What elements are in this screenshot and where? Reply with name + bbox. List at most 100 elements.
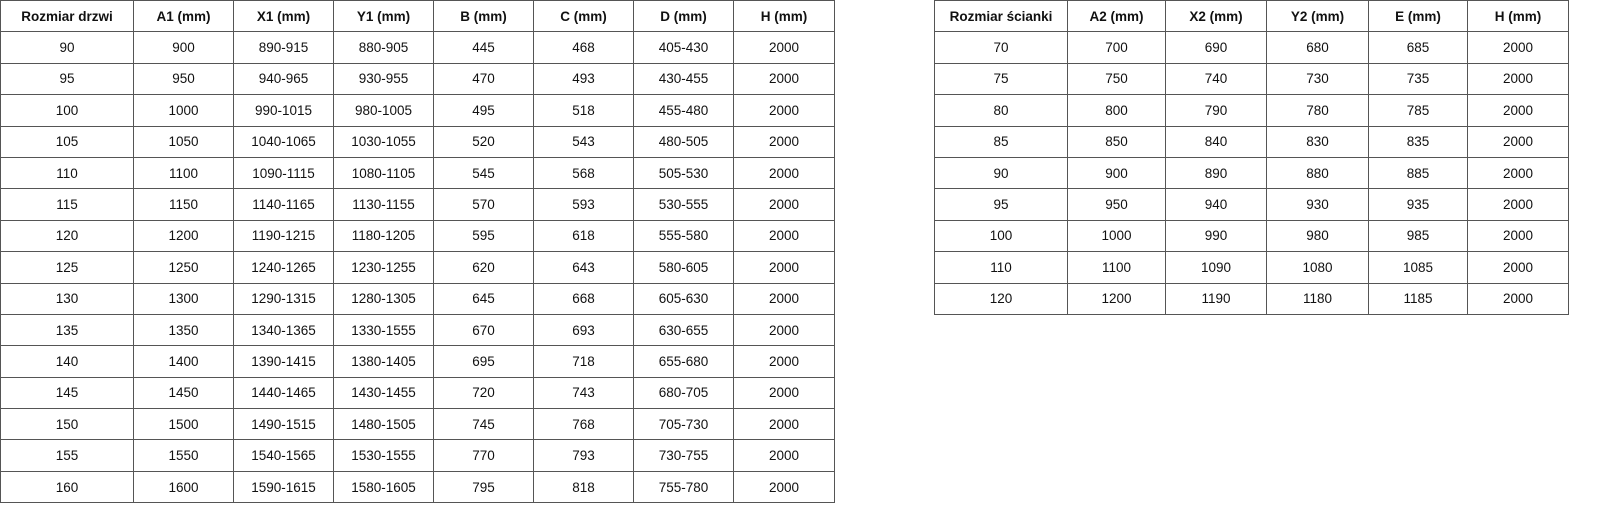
table-cell: 1580-1605 (333, 470, 434, 504)
table-row: 75 750 740 730 735 2000 (934, 62, 1569, 96)
table-cell: 900 (133, 31, 234, 64)
table-cell: 750 (1067, 62, 1166, 96)
table-cell: 695 (433, 345, 534, 378)
table-row: 100 1000 990 980 985 2000 (934, 219, 1569, 253)
header-row: Rozmiar drzwi A1 (mm) X1 (mm) Y1 (mm) B (mm)… (0, 0, 835, 33)
table-row: 130 1300 1290-1315 1280-1305 645 668 605-630 20… (0, 282, 835, 315)
header-row: Rozmiar ścianki A2 (mm) X2 (mm) Y2 (mm) E (m… (934, 0, 1569, 33)
table-cell: 110 (0, 156, 134, 190)
column-header: B (mm) (433, 0, 534, 33)
table-cell: 1190 (1165, 282, 1267, 315)
table-row: 145 1450 1440-1465 1430-1455 720 743 680-705 20… (0, 376, 835, 410)
table-cell: 1590-1615 (233, 470, 334, 504)
table-cell: 1540-1565 (233, 439, 334, 472)
table-cell: 620 (433, 251, 534, 284)
table-cell: 885 (1368, 156, 1468, 190)
column-header: A2 (mm) (1067, 0, 1166, 33)
table-cell: 110 (934, 251, 1068, 284)
column-header: H (mm) (733, 0, 835, 33)
table-cell: 150 (0, 408, 134, 441)
column-header: Rozmiar ścianki (934, 0, 1068, 33)
table-cell: 768 (533, 408, 634, 441)
table-cell: 2000 (733, 219, 835, 253)
table-cell: 1250 (133, 251, 234, 284)
table-row: 110 1100 1090 1080 1085 2000 (934, 251, 1569, 284)
table-cell: 705-730 (633, 408, 734, 441)
table-cell: 1150 (133, 188, 234, 221)
table-cell: 745 (433, 408, 534, 441)
table-cell: 680 (1266, 31, 1369, 64)
table-cell: 980-1005 (333, 94, 434, 127)
table-cell: 1040-1065 (233, 125, 334, 158)
table-cell: 693 (533, 313, 634, 347)
table-cell: 140 (0, 345, 134, 378)
table-cell: 755-780 (633, 470, 734, 504)
table-cell: 818 (533, 470, 634, 504)
table-cell: 605-630 (633, 282, 734, 315)
table-row: 155 1550 1540-1565 1530-1555 770 793 730-755 20… (0, 439, 835, 472)
table-cell: 1230-1255 (333, 251, 434, 284)
table-cell: 900 (1067, 156, 1166, 190)
table-cell: 1180 (1266, 282, 1369, 315)
table-cell: 1085 (1368, 251, 1468, 284)
table-cell: 980 (1266, 219, 1369, 253)
table-cell: 655-680 (633, 345, 734, 378)
table-cell: 1330-1555 (333, 313, 434, 347)
table-cell: 90 (0, 31, 134, 64)
door-size-table: Rozmiar drzwi A1 (mm) X1 (mm) Y1 (mm) B (mm)… (0, 0, 835, 504)
table-cell: 505-530 (633, 156, 734, 190)
table-cell: 880-905 (333, 31, 434, 64)
table-cell: 120 (0, 219, 134, 253)
table-cell: 2000 (733, 31, 835, 64)
column-header: D (mm) (633, 0, 734, 33)
table-cell: 125 (0, 251, 134, 284)
table-cell: 1050 (133, 125, 234, 158)
table-row: 85 850 840 830 835 2000 (934, 125, 1569, 158)
table-cell: 890-915 (233, 31, 334, 64)
table-cell: 985 (1368, 219, 1468, 253)
table-cell: 940 (1165, 188, 1267, 221)
table-cell: 668 (533, 282, 634, 315)
table-cell: 530-555 (633, 188, 734, 221)
table-row: 120 1200 1190 1180 1185 2000 (934, 282, 1569, 315)
table-cell: 2000 (733, 313, 835, 347)
table-cell: 770 (433, 439, 534, 472)
table-cell: 718 (533, 345, 634, 378)
table-cell: 555-580 (633, 219, 734, 253)
table-cell: 470 (433, 62, 534, 96)
table-cell: 468 (533, 31, 634, 64)
table-cell: 2000 (1467, 219, 1569, 253)
table-cell: 835 (1368, 125, 1468, 158)
table-cell: 930 (1266, 188, 1369, 221)
table-row: 140 1400 1390-1415 1380-1405 695 718 655-680 20… (0, 345, 835, 378)
table-cell: 155 (0, 439, 134, 472)
table-cell: 2000 (733, 439, 835, 472)
table-cell: 135 (0, 313, 134, 347)
table-cell: 2000 (1467, 156, 1569, 190)
table-row: 110 1100 1090-1115 1080-1105 545 568 505-530 20… (0, 156, 835, 190)
table-cell: 2000 (733, 408, 835, 441)
column-header: X1 (mm) (233, 0, 334, 33)
table-row: 135 1350 1340-1365 1330-1555 670 693 630-655 20… (0, 313, 835, 347)
table-cell: 1140-1165 (233, 188, 334, 221)
table-cell: 580-605 (633, 251, 734, 284)
table-cell: 80 (934, 94, 1068, 127)
column-header: E (mm) (1368, 0, 1468, 33)
table-cell: 1200 (1067, 282, 1166, 315)
table-cell: 85 (934, 125, 1068, 158)
table-cell: 1030-1055 (333, 125, 434, 158)
table-cell: 1090-1115 (233, 156, 334, 190)
table-cell: 90 (934, 156, 1068, 190)
table-cell: 1430-1455 (333, 376, 434, 410)
table-cell: 1185 (1368, 282, 1468, 315)
table-cell: 1340-1365 (233, 313, 334, 347)
table-row: 150 1500 1490-1515 1480-1505 745 768 705-730 20… (0, 408, 835, 441)
table-cell: 495 (433, 94, 534, 127)
wall-size-table: Rozmiar ścianki A2 (mm) X2 (mm) Y2 (mm) E (m… (934, 0, 1569, 315)
table-cell: 568 (533, 156, 634, 190)
table-cell: 2000 (733, 94, 835, 127)
table-cell: 735 (1368, 62, 1468, 96)
table-cell: 115 (0, 188, 134, 221)
table-cell: 743 (533, 376, 634, 410)
table-cell: 780 (1266, 94, 1369, 127)
